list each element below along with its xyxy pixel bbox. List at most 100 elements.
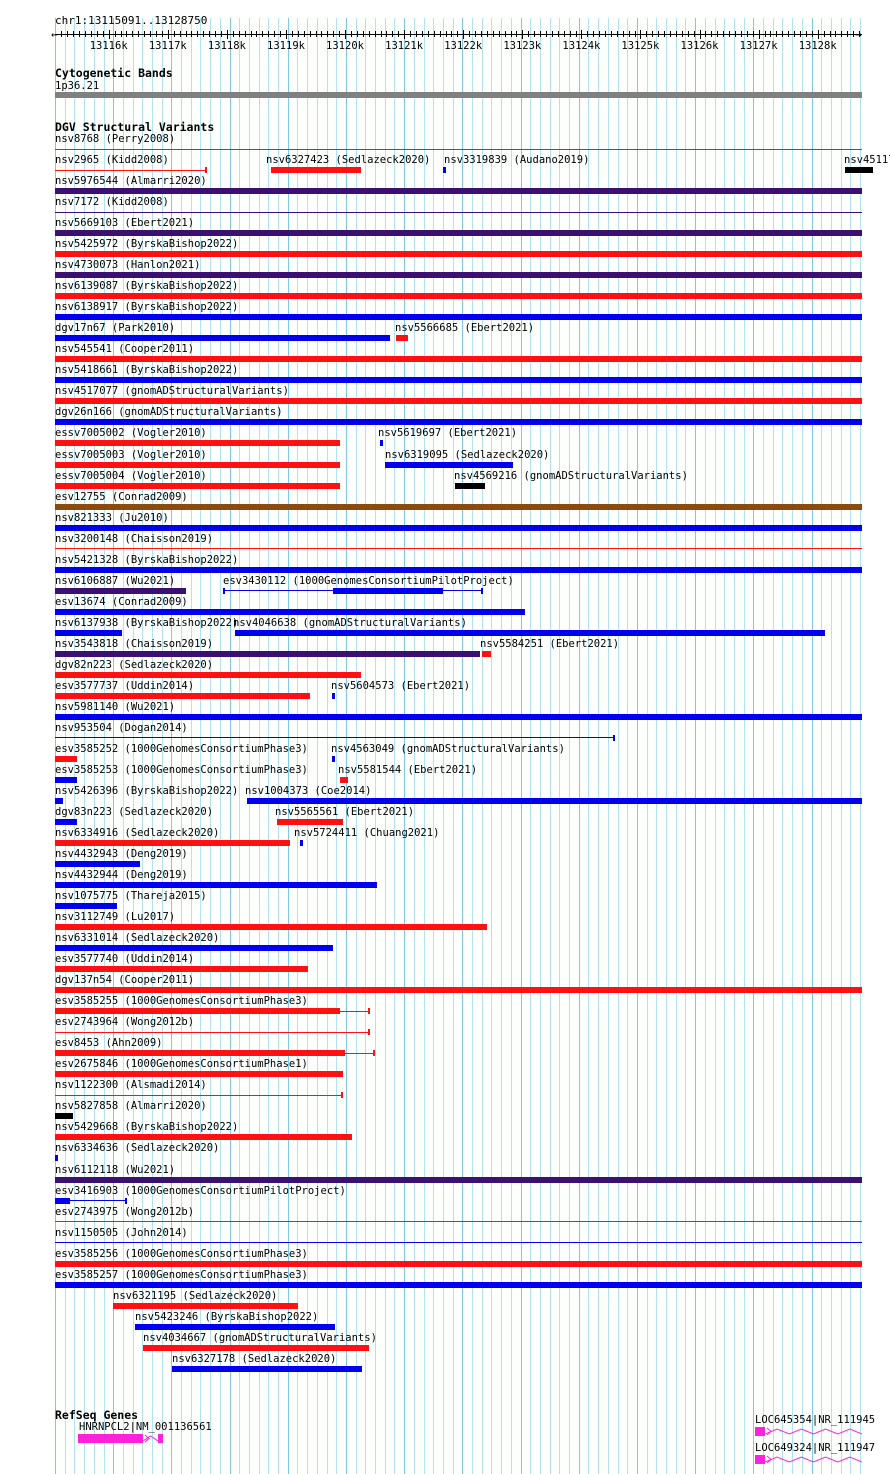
variant-feature-bar[interactable]: [332, 692, 335, 699]
variant-feature-bar[interactable]: [55, 148, 862, 150]
variant-feature-bar[interactable]: [55, 1071, 343, 1078]
variant-feature-bar[interactable]: [55, 1031, 370, 1033]
variant-feature-bar[interactable]: [55, 629, 122, 636]
variant-feature-bar[interactable]: [396, 335, 408, 342]
variant-feature-bar[interactable]: [55, 169, 207, 171]
variant-feature-bar[interactable]: [55, 251, 862, 258]
variant-feature-bar[interactable]: [845, 167, 873, 173]
variant-feature-bar[interactable]: [271, 167, 361, 173]
variant-feature-bar[interactable]: [55, 713, 862, 720]
gene-exon[interactable]: [158, 1434, 163, 1443]
variant-feature-bar[interactable]: [55, 1242, 862, 1244]
variant-feature-bar[interactable]: [55, 482, 340, 489]
variant-row-label: nsv5976544 (Almarri2020): [55, 175, 207, 188]
gene-exon[interactable]: [755, 1427, 765, 1436]
variant-feature-bar[interactable]: [55, 608, 525, 615]
variant-feature-bar[interactable]: [113, 1302, 298, 1309]
variant-feature-bar[interactable]: [55, 1221, 862, 1222]
variant-feature-bar[interactable]: [172, 1365, 362, 1372]
variant-feature-bar[interactable]: [55, 755, 77, 762]
ruler-tick-minor: [729, 31, 731, 37]
variant-feature-bar[interactable]: [55, 819, 77, 825]
variant-feature-bar[interactable]: [277, 819, 343, 825]
ruler-tick-minor: [79, 31, 81, 37]
variant-feature-bar[interactable]: [55, 230, 862, 237]
variant-feature-bar[interactable]: [55, 1008, 340, 1015]
variant-feature-bar[interactable]: [235, 629, 825, 636]
variant-feature-bar[interactable]: [55, 1260, 862, 1267]
variant-feature-bar[interactable]: [55, 188, 862, 195]
variant-feature-bar[interactable]: [55, 419, 862, 426]
variant-feature-bar[interactable]: [55, 861, 140, 867]
variant-feature-bar[interactable]: [143, 1344, 369, 1351]
variant-feature-bar[interactable]: [135, 1323, 335, 1330]
variant-feature-bar[interactable]: [55, 440, 340, 447]
variant-feature-bar[interactable]: [55, 671, 361, 678]
gene-exon[interactable]: [78, 1434, 143, 1443]
variant-row-label: nsv6321195 (Sedlazeck2020): [113, 1289, 278, 1302]
pan-left-arrow-icon[interactable]: ←: [51, 28, 58, 41]
variant-feature-bar[interactable]: [55, 924, 487, 931]
variant-feature-bar[interactable]: [55, 1113, 73, 1120]
variant-feature-bar[interactable]: [55, 314, 862, 321]
variant-feature-bar[interactable]: [55, 1094, 343, 1096]
variant-feature-bar[interactable]: [332, 755, 335, 762]
variant-feature-bar[interactable]: [55, 335, 390, 342]
variant-feature-bar[interactable]: [345, 1052, 375, 1054]
variant-feature-bar[interactable]: [55, 1176, 862, 1183]
variant-feature-bar[interactable]: [55, 840, 290, 846]
variant-feature-bar[interactable]: [340, 776, 348, 783]
variant-feature-line[interactable]: [55, 1200, 127, 1201]
coordinate-ruler[interactable]: ← → 13116k 13117k 13118k 13119k 13120k 13121k…: [51, 29, 862, 52]
variant-feature-bar[interactable]: [55, 356, 862, 363]
variant-feature-bar[interactable]: [455, 482, 485, 489]
variant-feature-bar[interactable]: [55, 1050, 345, 1057]
variant-feature-bar[interactable]: [385, 461, 513, 468]
variant-feature-bar[interactable]: [55, 882, 377, 889]
variant-feature-bar[interactable]: [55, 650, 480, 657]
variant-row-label: nsv5421328 (ByrskaBishop2022): [55, 553, 239, 566]
variant-feature-bar[interactable]: [55, 797, 63, 804]
gridline: [714, 18, 716, 1474]
variant-feature-bar[interactable]: [300, 840, 303, 846]
variant-feature-bar[interactable]: [55, 737, 615, 739]
variant-feature-core[interactable]: [55, 1197, 70, 1204]
ruler-tick-minor: [658, 31, 660, 37]
variant-feature-bar[interactable]: [55, 503, 862, 510]
variant-feature-bar[interactable]: [482, 650, 491, 657]
variant-feature-bar[interactable]: [55, 272, 862, 279]
variant-feature-bar[interactable]: [55, 1134, 352, 1141]
variant-feature-bar[interactable]: [55, 987, 862, 994]
gene-exon[interactable]: [755, 1455, 765, 1464]
variant-row-label: nsv6106887 (Wu2021): [55, 574, 176, 587]
ruler-tick-minor: [303, 31, 305, 37]
variant-feature-bar[interactable]: [55, 966, 308, 973]
variant-feature-bar[interactable]: [55, 566, 862, 573]
ruler-tick-minor: [91, 31, 92, 37]
variant-feature-bar[interactable]: [55, 293, 862, 300]
pan-right-arrow-icon[interactable]: →: [855, 29, 862, 40]
variant-feature-core[interactable]: [333, 587, 443, 594]
variant-feature-bar[interactable]: [55, 524, 862, 531]
gridline: [772, 18, 774, 1474]
variant-feature-bar[interactable]: [443, 167, 446, 173]
gene-intron: [765, 1455, 862, 1464]
variant-feature-bar[interactable]: [247, 797, 862, 804]
variant-feature-bar[interactable]: [55, 776, 77, 783]
variant-feature-bar[interactable]: [55, 587, 186, 594]
variant-feature-bar[interactable]: [340, 1010, 370, 1012]
variant-feature-bar[interactable]: [55, 398, 862, 405]
variant-feature-bar[interactable]: [55, 692, 310, 699]
ruler-tick-minor: [859, 31, 860, 37]
variant-feature-bar[interactable]: [55, 1281, 862, 1288]
gridline: [103, 18, 105, 1474]
gridline: [821, 18, 823, 1474]
variant-feature-bar[interactable]: [55, 548, 862, 550]
variant-feature-bar[interactable]: [55, 945, 333, 952]
variant-feature-bar[interactable]: [55, 903, 117, 910]
variant-feature-bar[interactable]: [55, 1155, 58, 1162]
variant-feature-bar[interactable]: [55, 377, 862, 384]
variant-feature-bar[interactable]: [55, 211, 862, 213]
variant-feature-bar[interactable]: [380, 440, 383, 447]
variant-feature-bar[interactable]: [55, 461, 340, 468]
